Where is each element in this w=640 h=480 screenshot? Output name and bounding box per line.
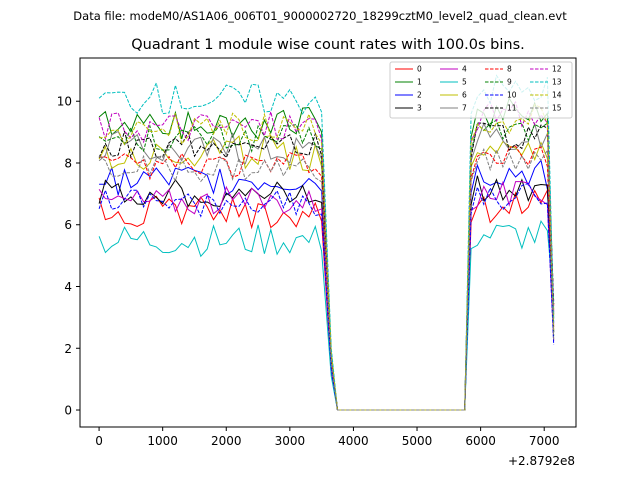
legend-label-10: 10 bbox=[507, 91, 517, 100]
series-line-13 bbox=[98, 74, 555, 411]
x-tick-label: 7000 bbox=[529, 434, 560, 448]
legend-label-0: 0 bbox=[417, 65, 422, 74]
ticks-layer: 0 1000 2000 3000 4000 5000 6000 7000 0 2 4 6 8 10 bbox=[57, 95, 560, 448]
y-tick-label: 4 bbox=[64, 280, 72, 294]
x-tick-label: 6000 bbox=[465, 434, 496, 448]
series-line-5 bbox=[98, 219, 555, 411]
y-tick-label: 8 bbox=[64, 156, 72, 170]
y-tick-label: 2 bbox=[64, 342, 72, 356]
plot-area bbox=[80, 58, 576, 427]
legend-label-4: 4 bbox=[462, 65, 467, 74]
series-line-10 bbox=[98, 182, 555, 411]
legend-label-6: 6 bbox=[462, 91, 467, 100]
legend-label-2: 2 bbox=[417, 91, 422, 100]
legend-label-14: 14 bbox=[552, 91, 562, 100]
x-offset-label: +2.8792e8 bbox=[508, 454, 575, 468]
plot-frame bbox=[79, 57, 577, 428]
legend-label-8: 8 bbox=[507, 65, 512, 74]
y-tick-label: 6 bbox=[64, 218, 72, 232]
legend-label-1: 1 bbox=[417, 78, 422, 87]
x-tick-label: 0 bbox=[95, 434, 103, 448]
legend-label-7: 7 bbox=[462, 104, 467, 113]
series-layer bbox=[98, 74, 555, 411]
legend-label-5: 5 bbox=[462, 78, 467, 87]
legend-label-12: 12 bbox=[552, 65, 562, 74]
legend-label-13: 13 bbox=[552, 78, 562, 87]
x-tick-label: 2000 bbox=[211, 434, 242, 448]
legend-label-15: 15 bbox=[552, 104, 562, 113]
legend-label-3: 3 bbox=[417, 104, 422, 113]
series-line-14 bbox=[99, 103, 555, 411]
y-tick-label: 10 bbox=[57, 95, 72, 109]
legend-label-11: 11 bbox=[507, 104, 517, 113]
x-tick-label: 5000 bbox=[402, 434, 433, 448]
y-tick-label: 0 bbox=[64, 404, 72, 418]
chart-suptitle: Data file: modeM0/AS1A06_006T01_90000027… bbox=[73, 9, 567, 23]
chart-title: Quadrant 1 module wise count rates with … bbox=[131, 37, 525, 53]
x-tick-label: 1000 bbox=[147, 434, 178, 448]
series-line-8 bbox=[99, 145, 555, 411]
x-tick-label: 4000 bbox=[338, 434, 369, 448]
legend-label-9: 9 bbox=[507, 78, 512, 87]
series-line-12 bbox=[98, 100, 555, 411]
series-line-15 bbox=[98, 148, 555, 411]
x-tick-label: 3000 bbox=[275, 434, 306, 448]
legend-box bbox=[389, 61, 573, 119]
